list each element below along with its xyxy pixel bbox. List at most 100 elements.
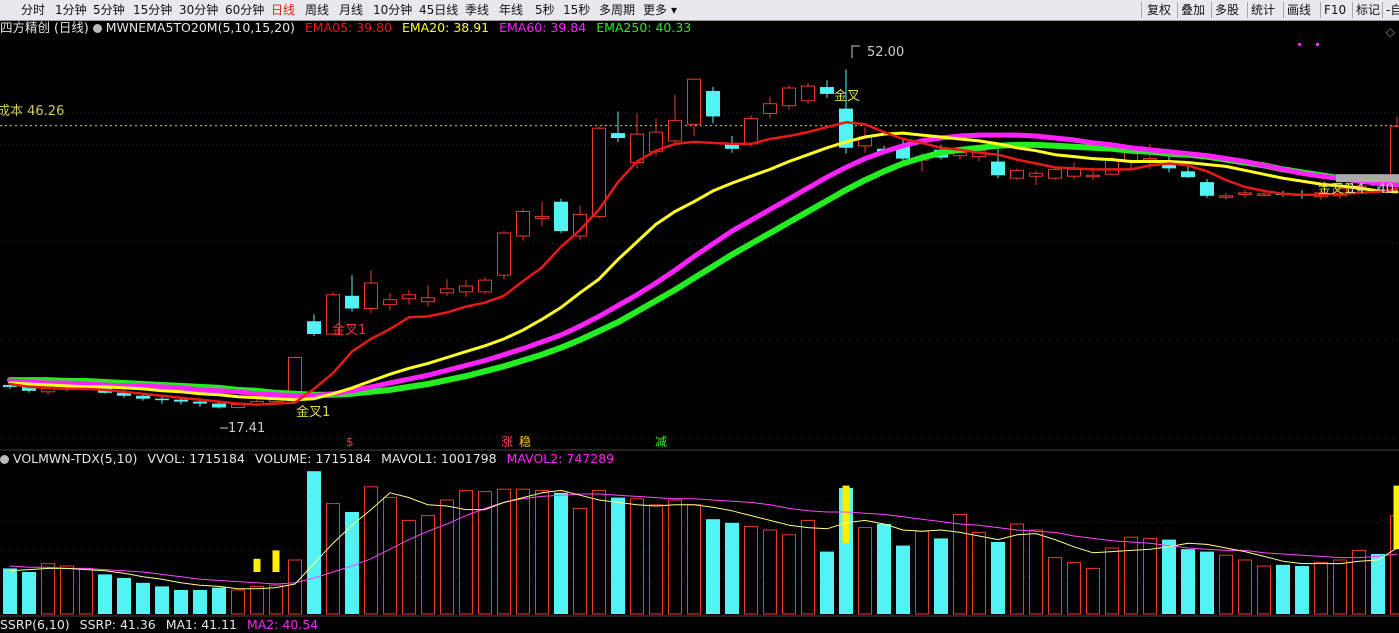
candle-down [174, 400, 188, 402]
toolbar-right-item-0[interactable]: 复权 [1147, 2, 1171, 18]
candle-up [365, 283, 378, 308]
volume-bar-down [1181, 549, 1195, 614]
jian-signal: 减 [655, 435, 667, 449]
volume-bar-down [3, 568, 17, 614]
settings-gear-icon[interactable] [93, 24, 102, 33]
toolbar-item-15[interactable]: 多周期 [599, 2, 635, 18]
low-label: 17.41 [228, 421, 265, 436]
volume-bar-up [916, 531, 929, 614]
toolbar-right-item-3[interactable]: 统计 [1251, 2, 1275, 18]
toolbar-item-13[interactable]: 5秒 [535, 2, 555, 18]
toolbar-right-item-7[interactable]: -自 [1386, 2, 1399, 18]
toolbar-right-item-1[interactable]: 叠加 [1181, 2, 1205, 18]
ema250-line [10, 145, 1397, 395]
volume-bar-up [61, 566, 74, 614]
candle-down [991, 162, 1005, 176]
volume-bar-up [1087, 568, 1100, 614]
candle-up [1258, 194, 1271, 196]
volume-bar-up [669, 500, 682, 614]
candle-up [1220, 196, 1233, 198]
volume-signal-bar [254, 559, 261, 572]
candle-up [1011, 170, 1024, 178]
toolbar-right-item-6[interactable]: 标记 [1356, 2, 1380, 18]
volume-bar-up [1068, 562, 1081, 614]
toolbar-item-5[interactable]: 60分钟 [225, 2, 264, 18]
volume-bar-up [1315, 562, 1328, 614]
candle-down [345, 296, 359, 309]
candle-up [1049, 169, 1062, 178]
toolbar-item-1[interactable]: 1分钟 [55, 2, 87, 18]
candle-up [1106, 160, 1119, 175]
volume-bar-down [174, 590, 188, 614]
volume-bar-up [422, 516, 435, 614]
toolbar-item-6[interactable]: 日线 [271, 2, 295, 18]
price-legend: 四方精创 (日线) MWNEMA5TO20M(5,10,15,20) EMA05… [0, 20, 691, 36]
toolbar-item-11[interactable]: 季线 [465, 2, 489, 18]
volume-bar-up [954, 514, 967, 614]
toolbar-separator [1211, 2, 1212, 18]
toolbar-item-10[interactable]: 45日线 [419, 2, 458, 18]
volume-bar-up [536, 490, 549, 614]
indicator-name[interactable]: MWNEMA5TO20M(5,10,15,20) [106, 20, 295, 35]
mavol1-legend: MAVOL1: 1001798 [381, 451, 496, 466]
stock-title[interactable]: 四方精创 (日线) [0, 20, 89, 35]
volume-bar-down [611, 498, 625, 614]
toolbar-separator [1283, 2, 1284, 18]
toolbar-item-2[interactable]: 5分钟 [93, 2, 125, 18]
volume-indicator-name[interactable]: VOLMWN-TDX(5,10) [13, 451, 137, 466]
signal-dot [1316, 43, 1319, 46]
toolbar-item-14[interactable]: 15秒 [563, 2, 590, 18]
volume-bar-up [498, 489, 511, 614]
volume-gear-icon[interactable] [0, 455, 9, 464]
cross-label-mid: 金叉 [834, 88, 860, 104]
toolbar-item-9[interactable]: 10分钟 [373, 2, 412, 18]
more-dropdown-icon[interactable]: ▾ [671, 2, 677, 18]
toolbar-item-0[interactable]: 分时 [21, 2, 45, 18]
toolbar-right-item-4[interactable]: 画线 [1287, 2, 1311, 18]
candle-up [517, 212, 530, 237]
candle-up [1144, 159, 1157, 161]
volume-signal-bar [843, 486, 850, 544]
toolbar-item-8[interactable]: 月线 [339, 2, 363, 18]
volume-panel[interactable] [3, 471, 1399, 614]
volume-bar-up [251, 586, 264, 614]
candle-down [155, 399, 169, 401]
toolbar-separator [1352, 2, 1353, 18]
toolbar-item-16[interactable]: 更多 [643, 2, 667, 18]
volume-bar-up [1239, 560, 1252, 614]
toolbar-item-3[interactable]: 15分钟 [133, 2, 172, 18]
ema20-legend: EMA20: 38.91 [402, 20, 489, 35]
candle-down [193, 402, 207, 404]
last-price-marker [1336, 174, 1399, 182]
volume-value-legend: VOLUME: 1715184 [255, 451, 371, 466]
wen-signal: 稳 [519, 434, 531, 449]
toolbar-item-4[interactable]: 30分钟 [179, 2, 218, 18]
toolbar-separator [1177, 2, 1178, 18]
golden-cross-label-1: 金叉1 [296, 404, 330, 420]
volume-bar-up [574, 508, 587, 614]
toolbar-separator [1320, 2, 1321, 18]
volume-bar-down [820, 552, 834, 614]
volume-bar-up [1011, 524, 1024, 614]
toolbar-item-7[interactable]: 周线 [305, 2, 329, 18]
vvol-legend: VVOL: 1715184 [147, 451, 245, 466]
volume-bar-up [859, 528, 872, 614]
volume-bar-down [155, 586, 169, 614]
toolbar-right-item-5[interactable]: F10 [1324, 2, 1346, 18]
volume-bar-up [802, 520, 815, 614]
price-panel[interactable] [3, 43, 1399, 428]
volume-bar-down [896, 546, 910, 614]
toolbar-right-item-2[interactable]: 多股 [1215, 2, 1239, 18]
dollar-signal: $ [346, 435, 354, 449]
golden-cross-label-3: 金叉1 [1318, 181, 1352, 197]
volume-bar-up [631, 499, 644, 614]
candle-up [688, 79, 701, 124]
toolbar-item-12[interactable]: 年线 [499, 2, 523, 18]
candle-up [764, 104, 777, 114]
candle-up [1239, 193, 1252, 195]
volume-bar-up [745, 526, 758, 614]
volume-bar-down [212, 588, 226, 614]
candle-up [1068, 169, 1081, 176]
candle-up [536, 216, 549, 218]
